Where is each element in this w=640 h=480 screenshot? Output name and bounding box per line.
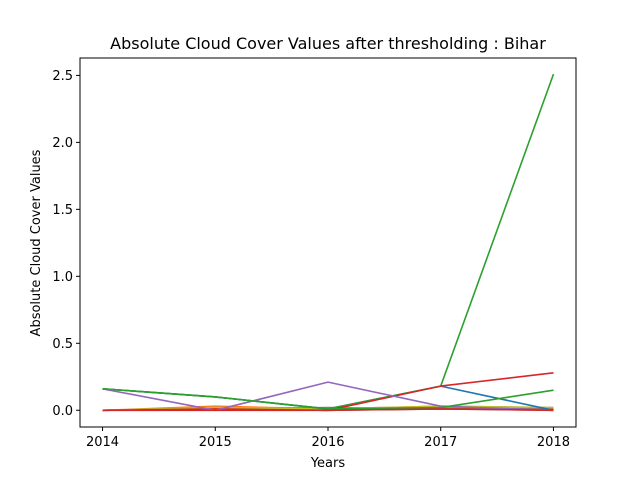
- x-tick-label: 2018: [537, 435, 570, 450]
- x-tick-label: 2015: [199, 435, 232, 450]
- series-line-11: [102, 408, 554, 412]
- x-tick-label: 2014: [86, 435, 119, 450]
- y-axis: 0.0 0.5 1.0 1.5 2.0 2.5: [52, 69, 80, 419]
- x-axis: 2014 2015 2016 2017 2018: [86, 427, 570, 450]
- y-axis-label: Absolute Cloud Cover Values: [29, 149, 44, 336]
- y-tick-label: 2.5: [52, 69, 73, 84]
- series-line-9: [102, 381, 554, 412]
- x-tick-label: 2016: [311, 435, 344, 450]
- y-tick-label: 1.0: [52, 270, 73, 285]
- y-tick-label: 0.0: [52, 404, 73, 419]
- y-tick-label: 0.5: [52, 337, 73, 352]
- chart-title: Absolute Cloud Cover Values after thresh…: [110, 34, 546, 53]
- x-tick-label: 2017: [424, 435, 457, 450]
- y-tick-label: 1.5: [52, 203, 73, 218]
- y-tick-label: 2.0: [52, 136, 73, 151]
- series-layer: [102, 73, 555, 412]
- x-axis-label: Years: [310, 456, 346, 471]
- series-line-10: [102, 388, 554, 410]
